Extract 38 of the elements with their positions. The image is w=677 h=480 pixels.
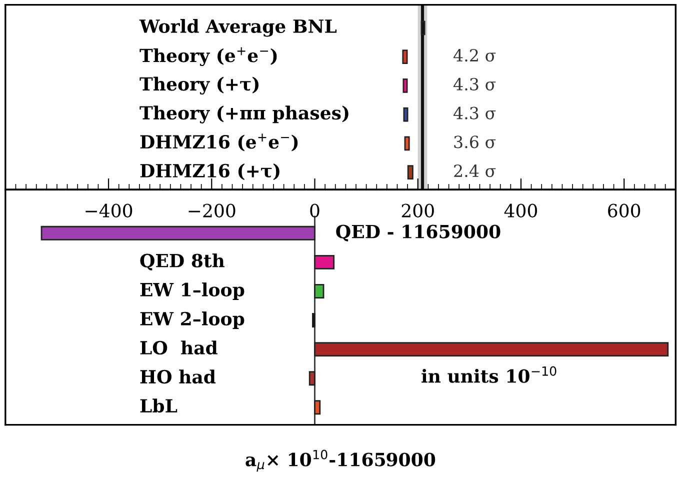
y-tick-label: QED 8th <box>140 253 225 270</box>
bar <box>402 50 408 64</box>
x-tick-label: −200 <box>188 204 236 218</box>
bar <box>40 226 316 240</box>
y-tick-label: LbL <box>140 398 178 413</box>
x-axis-title: a$_{μ}$× 10$^{10}$-11659000 <box>246 450 436 472</box>
bar <box>308 371 316 386</box>
x-tick-label: 600 <box>608 204 640 218</box>
bar <box>312 313 316 328</box>
y-tick-label: LO had <box>140 340 218 355</box>
x-tick-label: 400 <box>504 204 538 218</box>
x-tick-label: 200 <box>402 204 434 218</box>
annotation: 4.3 σ <box>454 78 496 90</box>
annotation: 3.6 σ <box>454 136 496 148</box>
y-tick-label: EW 2–loop <box>140 312 244 330</box>
y-tick-label: World Average BNL <box>139 19 337 37</box>
bar <box>403 107 408 122</box>
y-tick-label: Theory (+ππ phases) <box>140 106 348 124</box>
bar <box>402 78 408 93</box>
y-tick-label: DHMZ16 (e$^{+}$e$^{−}$) <box>140 134 298 152</box>
annotation: 2.4 σ <box>454 164 496 178</box>
y-tick-label: HO had <box>140 370 216 384</box>
bar <box>314 400 321 415</box>
y-tick-label: Theory (+τ) <box>140 76 258 95</box>
annotation: 4.3 σ <box>454 106 496 120</box>
y-tick-label: DHMZ16 (+τ) <box>140 164 280 180</box>
y-tick-label: Theory (e$^{+}$e$^{−}$) <box>140 47 277 66</box>
annotation: 4.2 σ <box>454 49 496 62</box>
annotation: in units 10$^{−10}$ <box>422 366 556 383</box>
bar <box>314 342 669 357</box>
y-tick-label: QED - 11659000 <box>336 224 500 242</box>
bar <box>407 165 414 180</box>
y-tick-label: EW 1–loop <box>140 282 244 300</box>
bar <box>404 136 410 151</box>
bar <box>314 284 324 298</box>
x-tick-label: 0 <box>310 204 320 218</box>
bar <box>314 254 335 270</box>
x-tick-label: −400 <box>86 204 132 218</box>
